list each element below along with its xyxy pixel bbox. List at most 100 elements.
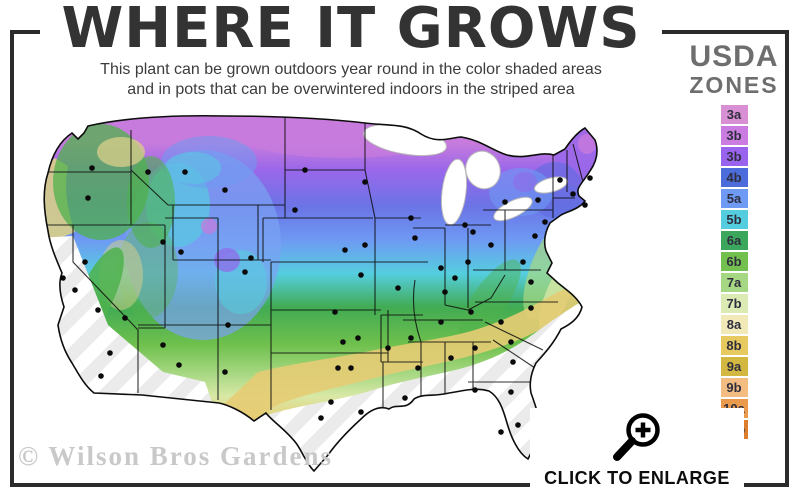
zone-chip-5b: 5b (720, 210, 748, 229)
city-dot (520, 259, 526, 265)
city-dot (438, 265, 444, 271)
city-dot (488, 242, 494, 248)
city-dot (582, 202, 588, 208)
click-to-enlarge-button[interactable]: CLICK TO ENLARGE (530, 408, 744, 492)
city-dot (222, 187, 228, 193)
subtitle-line-2: and in pots that can be overwintered ind… (127, 81, 575, 99)
city-dot (318, 415, 324, 421)
city-dot (472, 387, 478, 393)
city-dot (438, 319, 444, 325)
city-dot (292, 207, 298, 213)
city-dot (348, 365, 354, 371)
zone-chip-5a: 5a (720, 189, 748, 208)
city-dot (498, 429, 504, 435)
header: WHERE IT GROWS This plant can be grown o… (40, 0, 662, 105)
legend-title-zones: ZONES (689, 72, 779, 98)
city-dot (570, 191, 576, 197)
city-dot (145, 169, 151, 175)
city-dot (340, 339, 346, 345)
city-dot (82, 259, 88, 265)
city-dot (448, 355, 454, 361)
city-dot (335, 365, 341, 371)
city-dot (498, 319, 504, 325)
city-dot (89, 165, 95, 171)
click-to-enlarge-label: CLICK TO ENLARGE (544, 468, 730, 488)
city-dot (452, 275, 458, 281)
city-dot (178, 249, 184, 255)
city-dot (225, 322, 231, 328)
state-borders (44, 118, 584, 410)
city-dot (532, 233, 538, 239)
city-dot (462, 222, 468, 228)
city-dot (402, 395, 408, 401)
city-dot (85, 195, 91, 201)
zone-chip-3b: 3b (720, 147, 748, 166)
subtitle: This plant can be grown outdoors year ro… (40, 60, 662, 100)
striped-area-south (248, 290, 598, 471)
zone-chip-7a: 7a (720, 273, 748, 292)
subtitle-line-1: This plant can be grown outdoors year ro… (100, 61, 602, 79)
zone-shading (44, 115, 598, 471)
city-dot (415, 365, 421, 371)
city-dot (355, 335, 361, 341)
usa-zone-map-svg (43, 114, 598, 473)
zone-chip-3b: 3b (720, 126, 748, 145)
zone-list: 3a3b3b4b5a5b6a6b7a7b8a8b9a9b10a10b (676, 105, 792, 439)
city-dot (98, 373, 104, 379)
city-dot (412, 235, 418, 241)
city-dot (442, 289, 448, 295)
hardiness-map (13, 110, 673, 482)
city-dots (60, 165, 593, 458)
city-dot (408, 335, 414, 341)
city-dot (508, 339, 514, 345)
city-dot (182, 169, 188, 175)
city-dot (508, 389, 514, 395)
city-dot (502, 199, 508, 205)
city-dot (385, 345, 391, 351)
city-dot (510, 359, 516, 365)
city-dot (395, 285, 401, 291)
city-dot (242, 269, 248, 275)
city-dot (358, 272, 364, 278)
city-dot (160, 342, 166, 348)
city-dot (557, 177, 563, 183)
city-dot (160, 239, 166, 245)
city-dot (472, 345, 478, 351)
city-dot (248, 255, 254, 261)
city-dot (408, 215, 414, 221)
zone-chip-7b: 7b (720, 294, 748, 313)
zone-chip-8a: 8a (720, 315, 748, 334)
city-dot (468, 309, 474, 315)
city-dot (60, 275, 66, 281)
page-title: WHERE IT GROWS (61, 0, 641, 61)
city-dot (587, 175, 593, 181)
usda-zones-legend: USDA ZONES 3a3b3b4b5a5b6a6b7a7b8a8b9a9b1… (676, 42, 792, 439)
city-dot (332, 309, 338, 315)
city-dot (465, 259, 471, 265)
city-dot (342, 247, 348, 253)
striped-area-west (44, 236, 213, 405)
city-dot (528, 279, 534, 285)
zone-chip-6a: 6a (720, 231, 748, 250)
city-dot (107, 350, 113, 356)
legend-title-usda: USDA (689, 40, 779, 73)
city-dot (72, 287, 78, 293)
city-dot (95, 307, 101, 313)
city-dot (515, 422, 521, 428)
watermark: © Wilson Bros Gardens (18, 441, 333, 471)
city-dot (542, 219, 548, 225)
city-dot (222, 369, 228, 375)
zone-chip-6b: 6b (720, 252, 748, 271)
city-dot (528, 305, 534, 311)
zone-chip-9b: 9b (720, 378, 748, 397)
city-dot (176, 362, 182, 368)
zone-chip-3a: 3a (720, 105, 748, 124)
city-dot (535, 197, 541, 203)
zone-chip-4b: 4b (720, 168, 748, 187)
zone-chip-8b: 8b (720, 336, 748, 355)
magnifier-plus-icon[interactable] (605, 408, 669, 466)
city-dot (362, 242, 368, 248)
city-dot (302, 167, 308, 173)
city-dot (470, 229, 476, 235)
